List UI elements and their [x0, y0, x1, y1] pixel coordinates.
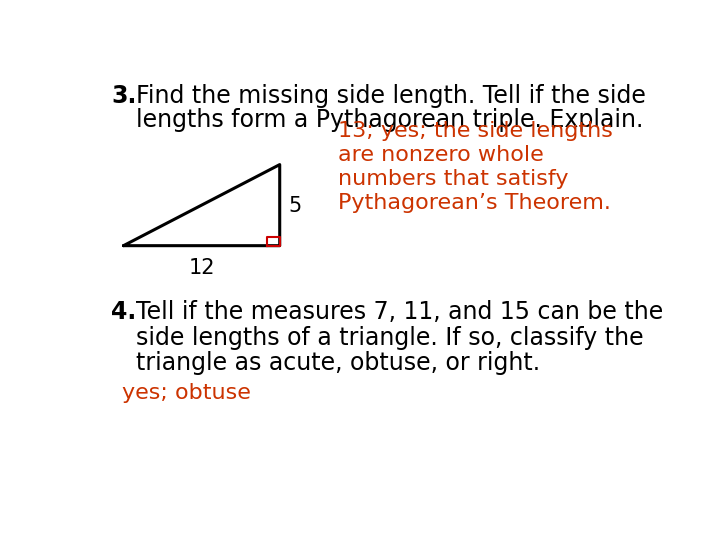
- Text: side lengths of a triangle. If so, classify the: side lengths of a triangle. If so, class…: [136, 326, 644, 349]
- Text: yes; obtuse: yes; obtuse: [122, 383, 251, 403]
- Text: numbers that satisfy: numbers that satisfy: [338, 169, 569, 189]
- Text: 12: 12: [189, 258, 215, 278]
- Text: 3.: 3.: [111, 84, 137, 107]
- Text: Pythagorean’s Theorem.: Pythagorean’s Theorem.: [338, 193, 611, 213]
- Text: lengths form a Pythagorean triple. Explain.: lengths form a Pythagorean triple. Expla…: [136, 109, 643, 132]
- Text: Tell if the measures 7, 11, and 15 can be the: Tell if the measures 7, 11, and 15 can b…: [136, 300, 663, 323]
- Text: 13; yes; the side lengths: 13; yes; the side lengths: [338, 121, 613, 141]
- Text: Find the missing side length. Tell if the side: Find the missing side length. Tell if th…: [136, 84, 646, 107]
- Text: triangle as acute, obtuse, or right.: triangle as acute, obtuse, or right.: [136, 352, 540, 375]
- Text: are nonzero whole: are nonzero whole: [338, 145, 544, 165]
- Text: 5: 5: [288, 196, 302, 216]
- Text: 4.: 4.: [111, 300, 137, 323]
